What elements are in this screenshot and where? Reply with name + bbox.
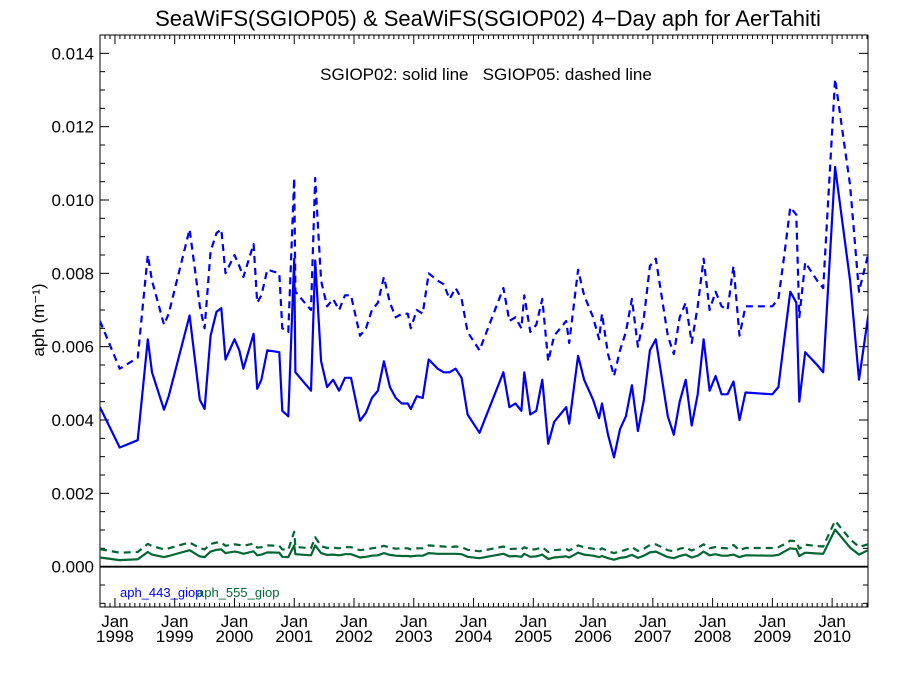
plot-area: 0.000 0.002 0.004 0.006 0.008 0.010 0.012 0.014… — [51, 34, 869, 646]
x-tick-label-month: Jan — [340, 612, 367, 631]
chart-annotation: SGIOP02: solid line SGIOP05: dashed line — [320, 65, 652, 84]
x-tick-label-year: 2000 — [216, 627, 254, 646]
x-tick-label-year: 2007 — [634, 627, 672, 646]
y-axis-label: aph (m⁻¹) — [29, 283, 48, 356]
x-tick-label-year: 1998 — [96, 627, 134, 646]
x-tick-label-year: 2002 — [335, 627, 373, 646]
series-line-aph_555_giop-SGIOP02 — [100, 528, 868, 562]
legend-entry-aph_555_giop: aph_555_giop — [197, 585, 279, 600]
y-tick-label: 0.002 — [51, 484, 94, 503]
x-tick-label-month: Jan — [579, 612, 606, 631]
x-tick-label-month: Jan — [221, 612, 248, 631]
y-tick-label: 0.014 — [51, 44, 94, 63]
x-tick-label-year: 2001 — [275, 627, 313, 646]
x-tick-label-year: 2006 — [574, 627, 612, 646]
y-tick-label: 0.010 — [51, 191, 94, 210]
x-tick-label-month: Jan — [699, 612, 726, 631]
x-tick-label-year: 2005 — [514, 627, 552, 646]
x-tick-label-month: Jan — [520, 612, 547, 631]
y-tick-label: 0.008 — [51, 264, 94, 283]
x-tick-label-year: 2010 — [813, 627, 851, 646]
x-tick-label-month: Jan — [101, 612, 128, 631]
x-tick-label-year: 2008 — [694, 627, 732, 646]
x-tick-label-year: 1999 — [156, 627, 194, 646]
x-tick-label-month: Jan — [759, 612, 786, 631]
x-tick-label-month: Jan — [460, 612, 487, 631]
x-tick-label-month: Jan — [818, 612, 845, 631]
x-tick-label-month: Jan — [161, 612, 188, 631]
series-line-aph_443_giop-SGIOP02 — [100, 165, 868, 459]
y-tick-label: 0.012 — [51, 118, 94, 137]
x-tick-label-year: 2003 — [395, 627, 433, 646]
y-tick-label: 0.004 — [51, 411, 94, 430]
series-line-aph_443_giop-SGIOP05 — [100, 77, 868, 378]
x-tick-label-year: 2004 — [455, 627, 493, 646]
series-line-aph_555_giop-SGIOP05 — [100, 519, 868, 555]
chart-title: SeaWiFS(SGIOP05) & SeaWiFS(SGIOP02) 4−Da… — [155, 6, 821, 31]
x-tick-label-year: 2009 — [753, 627, 791, 646]
legend-entry-aph_443_giop: aph_443_giop — [120, 585, 202, 600]
x-tick-label-month: Jan — [281, 612, 308, 631]
y-tick-label: 0.000 — [51, 558, 94, 577]
series-group — [100, 77, 868, 562]
y-tick-label: 0.006 — [51, 338, 94, 357]
x-tick-label-month: Jan — [400, 612, 427, 631]
x-tick-label-month: Jan — [639, 612, 666, 631]
